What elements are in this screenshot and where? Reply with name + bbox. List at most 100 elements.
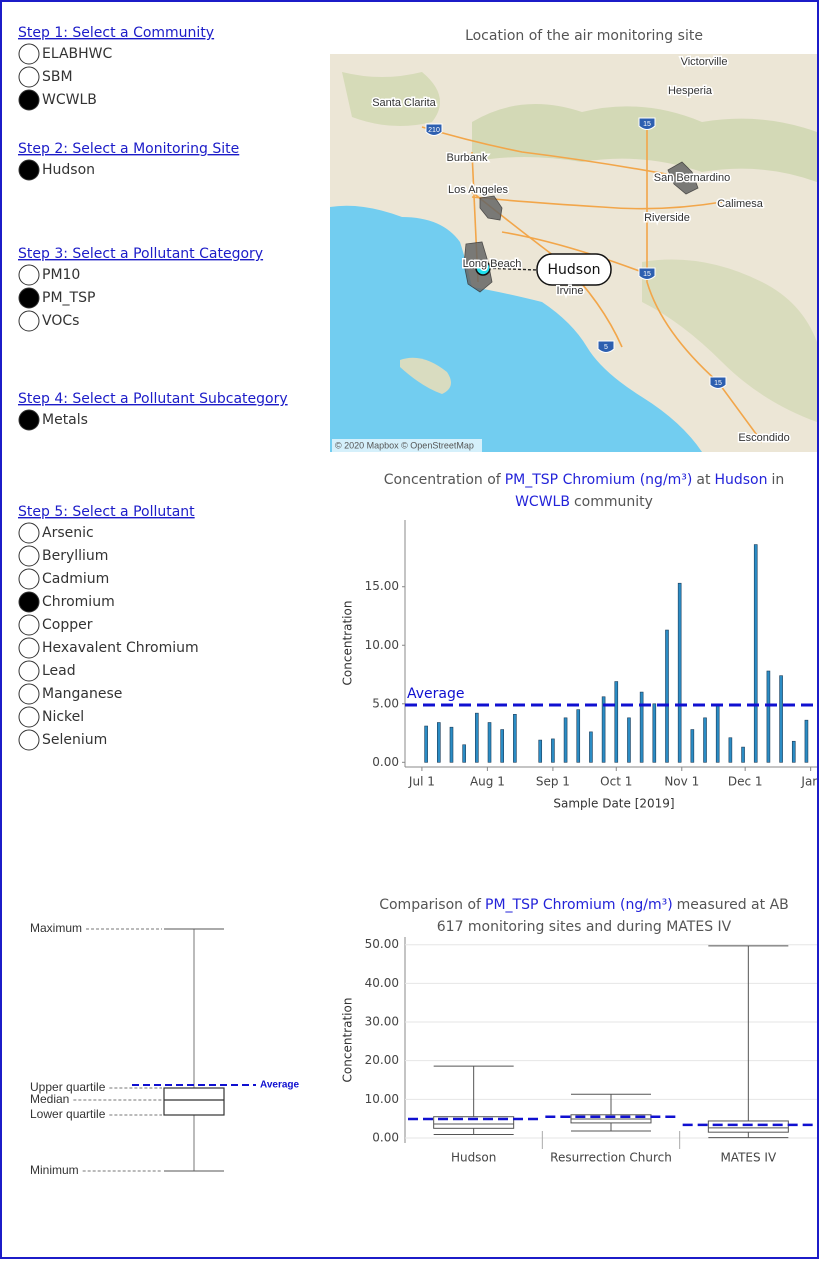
radio-option[interactable]: Cadmium	[42, 571, 109, 587]
legend-box	[163, 1087, 225, 1116]
title-part: measured at AB	[677, 897, 789, 913]
bar	[741, 746, 745, 763]
y-tick-label: 40.00	[365, 976, 399, 990]
radio-button[interactable]	[18, 89, 40, 111]
site-marker[interactable]	[475, 260, 491, 276]
radio-button[interactable]	[18, 43, 40, 65]
bar	[589, 731, 593, 763]
radio-button[interactable]	[18, 287, 40, 309]
radio-option[interactable]: Arsenic	[42, 525, 94, 541]
radio-button[interactable]	[18, 568, 40, 590]
title-part: 617 monitoring sites and during MATES IV	[437, 919, 732, 935]
radio-option[interactable]: Chromium	[42, 594, 115, 610]
map-label: San Bernardino	[654, 172, 730, 184]
chart-title: WCWLB community	[515, 494, 653, 510]
radio-option[interactable]: ELABHWC	[42, 46, 113, 62]
map-mountains	[642, 259, 817, 422]
radio-button[interactable]	[18, 591, 40, 613]
map[interactable]: Hudson Victorville Hesperia Santa Clarita B…	[330, 54, 817, 452]
radio-button[interactable]	[18, 264, 40, 286]
radio-button[interactable]	[18, 614, 40, 636]
bar	[538, 739, 543, 763]
x-tick-label: Hudson	[451, 1151, 496, 1165]
step-label[interactable]: Step 4: Select a Pollutant Subcategory	[18, 391, 288, 407]
radio-button[interactable]	[18, 409, 40, 431]
radio-option[interactable]: Manganese	[42, 686, 122, 702]
bar	[715, 703, 720, 763]
step-label[interactable]: Step 2: Select a Monitoring Site	[18, 141, 239, 157]
legend-label: Median	[30, 1092, 69, 1106]
radio-option[interactable]: Metals	[42, 412, 88, 428]
title-part: PM_TSP Chromium (ng/m³)	[485, 897, 673, 913]
x-tick-label: Resurrection Church	[550, 1151, 672, 1165]
map-title: Location of the air monitoring site	[465, 28, 703, 44]
bar	[601, 696, 606, 763]
highway-number: 15	[714, 380, 722, 387]
bar	[449, 726, 454, 763]
step-label[interactable]: Step 1: Select a Community	[18, 25, 214, 41]
x-tick-label: Nov 1	[664, 775, 699, 789]
radio-option[interactable]: Copper	[42, 617, 93, 633]
radio-option[interactable]: SBM	[42, 69, 73, 85]
x-tick-label: Aug 1	[470, 775, 505, 789]
y-tick-label: 0.00	[372, 1130, 399, 1144]
step-label[interactable]: Step 5: Select a Pollutant	[18, 504, 195, 520]
y-tick-label: 50.00	[365, 937, 399, 951]
step-label[interactable]: Step 3: Select a Pollutant Category	[18, 246, 263, 262]
radio-option[interactable]: Beryllium	[42, 548, 108, 564]
average-label: Average	[407, 686, 465, 702]
radio-button[interactable]	[18, 706, 40, 728]
map-label: Riverside	[644, 212, 690, 224]
bar	[791, 740, 796, 763]
highway-number: 5	[604, 344, 608, 351]
map-attribution: © 2020 Mapbox © OpenStreetMap	[335, 440, 474, 450]
bar	[766, 670, 771, 763]
box	[433, 1116, 515, 1129]
radio-button[interactable]	[18, 683, 40, 705]
radio-option[interactable]: Nickel	[42, 709, 84, 725]
radio-button[interactable]	[18, 637, 40, 659]
legend-label: Lower quartile	[30, 1107, 106, 1121]
highway-number: 210	[428, 127, 440, 134]
radio-button[interactable]	[18, 522, 40, 544]
bar	[576, 709, 581, 763]
y-tick-label: 20.00	[365, 1053, 399, 1067]
radio-option[interactable]: VOCs	[42, 313, 79, 329]
map-mountains	[342, 72, 440, 126]
radio-option[interactable]: PM_TSP	[42, 290, 95, 306]
radio-option[interactable]: Hexavalent Chromium	[42, 640, 199, 656]
chart-title: Concentration of PM_TSP Chromium (ng/m³) a…	[384, 472, 785, 488]
bar	[639, 691, 644, 763]
bar	[437, 722, 441, 763]
bar	[487, 722, 492, 763]
y-tick-label: 10.00	[365, 1092, 399, 1106]
radio-button[interactable]	[18, 159, 40, 181]
map-label: Santa Clarita	[372, 97, 436, 109]
bar	[513, 714, 517, 763]
y-tick-label: 5.00	[372, 696, 399, 710]
title-part: Concentration of	[384, 472, 502, 488]
radio-option[interactable]: Selenium	[42, 732, 107, 748]
map-label: Escondido	[738, 432, 789, 444]
x-tick-label: Dec 1	[728, 775, 763, 789]
title-part: PM_TSP Chromium (ng/m³)	[505, 472, 693, 488]
map-label: Hesperia	[668, 85, 713, 97]
map-label: Long Beach	[463, 258, 522, 270]
radio-button[interactable]	[18, 545, 40, 567]
radio-button[interactable]	[18, 660, 40, 682]
bar	[753, 544, 758, 763]
radio-option[interactable]: PM10	[42, 267, 80, 283]
radio-option[interactable]: Hudson	[42, 162, 95, 178]
bar	[677, 582, 682, 763]
radio-option[interactable]: Lead	[42, 663, 76, 679]
x-tick-label: Sep 1	[536, 775, 570, 789]
highway-number: 15	[643, 121, 651, 128]
bar	[690, 729, 695, 763]
title-part: Hudson	[714, 472, 767, 488]
title-part: WCWLB	[515, 494, 570, 510]
bar	[475, 712, 479, 763]
radio-button[interactable]	[18, 310, 40, 332]
radio-option[interactable]: WCWLB	[42, 92, 97, 108]
radio-button[interactable]	[18, 66, 40, 88]
radio-button[interactable]	[18, 729, 40, 751]
